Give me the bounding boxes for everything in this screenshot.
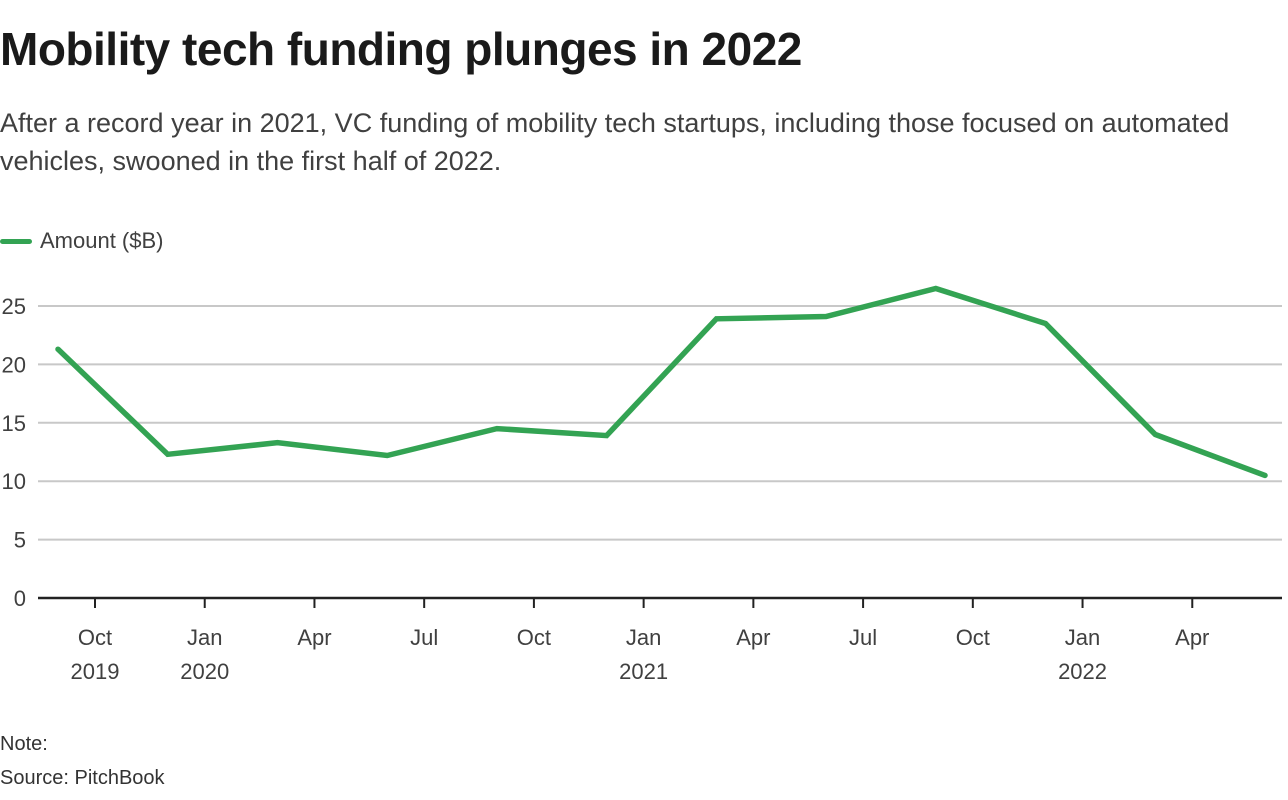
x-tick-label: Jan bbox=[187, 625, 222, 650]
x-tick-year-label: 2021 bbox=[619, 659, 668, 684]
y-tick-label: 25 bbox=[2, 294, 26, 319]
x-tick-label: Apr bbox=[1175, 625, 1209, 650]
footnote-note: Note: bbox=[0, 733, 48, 755]
x-tick-label: Jan bbox=[626, 625, 661, 650]
chart-title: Mobility tech funding plunges in 2022 bbox=[0, 23, 802, 75]
x-tick-label: Oct bbox=[956, 625, 990, 650]
x-axis-labels: Oct 2019 Jan 2020 Apr Jul Oct Jan 2021 Apr Jul Oct J… bbox=[71, 625, 1210, 684]
x-tick-label: Jul bbox=[849, 625, 877, 650]
series bbox=[55, 285, 1268, 479]
x-tick-year-label: 2020 bbox=[180, 659, 229, 684]
x-tick-label: Jan bbox=[1065, 625, 1100, 650]
x-axis bbox=[38, 596, 1282, 608]
y-tick-label: 0 bbox=[14, 586, 26, 611]
y-tick-label: 10 bbox=[2, 469, 26, 494]
y-tick-label: 20 bbox=[2, 352, 26, 377]
legend: Amount ($B) bbox=[0, 228, 164, 254]
footnote-source: Source: PitchBook bbox=[0, 767, 165, 789]
line-chart: 0 5 10 15 20 25 Oct 2019 Jan 2020 Apr Jul Oct Jan 202… bbox=[2, 285, 1282, 684]
x-tick-label: Oct bbox=[78, 625, 112, 650]
series-line-amount bbox=[55, 285, 1268, 479]
x-tick-year-label: 2019 bbox=[71, 659, 120, 684]
x-tick-label: Apr bbox=[736, 625, 770, 650]
gridlines bbox=[38, 305, 1282, 541]
legend-label: Amount ($B) bbox=[40, 228, 164, 253]
x-tick-label: Jul bbox=[410, 625, 438, 650]
y-tick-label: 15 bbox=[2, 411, 26, 436]
y-tick-label: 5 bbox=[14, 528, 26, 553]
legend-swatch bbox=[0, 238, 32, 244]
x-tick-label: Apr bbox=[297, 625, 331, 650]
chart-subtitle: After a record year in 2021, VC funding … bbox=[0, 108, 1230, 176]
x-tick-label: Oct bbox=[517, 625, 551, 650]
y-axis-labels: 0 5 10 15 20 25 bbox=[2, 294, 26, 611]
x-tick-year-label: 2022 bbox=[1058, 659, 1107, 684]
